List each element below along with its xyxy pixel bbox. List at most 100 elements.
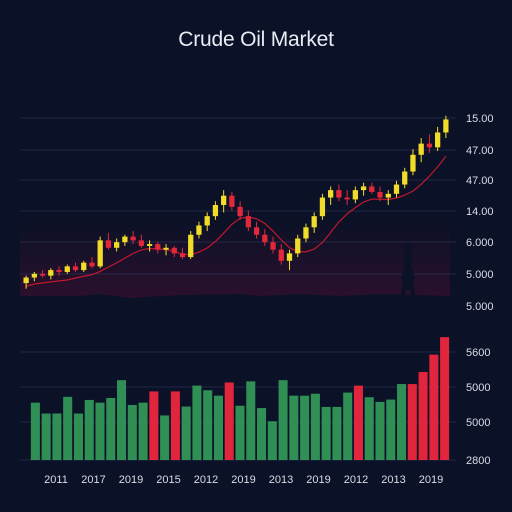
volume-bar bbox=[353, 385, 363, 460]
volume-bar bbox=[30, 402, 40, 460]
volume-bar bbox=[257, 408, 267, 460]
volume-x-axis: 2011 2017 2019 2015 2012 2019 2013 2019 2012 2013… bbox=[44, 474, 443, 486]
chart-title: Crude Oil Market bbox=[178, 28, 334, 51]
candle-body bbox=[319, 197, 326, 217]
candle-body bbox=[48, 270, 54, 276]
candle-body bbox=[155, 244, 161, 250]
candle-body bbox=[31, 273, 37, 278]
candle-body bbox=[245, 216, 251, 228]
candle-body bbox=[212, 205, 219, 217]
volume-bar bbox=[170, 391, 180, 460]
volume-x-tick-label: 2012 bbox=[344, 474, 368, 486]
volume-bar bbox=[289, 395, 299, 460]
candle-body bbox=[278, 249, 284, 261]
volume-bar bbox=[127, 404, 137, 460]
volume-bar bbox=[332, 406, 342, 460]
candle-body bbox=[328, 190, 334, 198]
candle-body bbox=[105, 240, 112, 248]
volume-bar bbox=[375, 401, 385, 460]
volume-bar bbox=[181, 406, 191, 460]
candle-body bbox=[163, 247, 169, 250]
price-y-tick-label: 47.00 bbox=[466, 145, 494, 157]
candle-body bbox=[122, 236, 128, 243]
candle-body bbox=[146, 244, 153, 246]
volume-bars bbox=[30, 337, 450, 460]
volume-x-tick-label: 2011 bbox=[44, 474, 68, 486]
volume-bar bbox=[235, 405, 245, 460]
volume-bar bbox=[160, 415, 170, 460]
price-y-tick-label: 14.00 bbox=[466, 206, 494, 218]
volume-bar bbox=[52, 413, 62, 460]
candle-body bbox=[262, 234, 268, 243]
volume-bar bbox=[117, 380, 127, 460]
volume-bar bbox=[429, 354, 439, 460]
price-y-axis: 15.00 47.00 47.00 14.00 6.000 5.000 5.000 bbox=[466, 113, 494, 313]
candle-body bbox=[393, 184, 400, 194]
candle-body bbox=[369, 186, 375, 192]
candle-body bbox=[360, 186, 367, 191]
volume-bar bbox=[321, 406, 331, 460]
volume-x-tick-label: 2012 bbox=[194, 474, 218, 486]
volume-bar bbox=[386, 399, 396, 460]
volume-y-tick-label: 5000 bbox=[466, 417, 490, 429]
volume-x-tick-label: 2019 bbox=[419, 474, 443, 486]
price-panel-shade bbox=[20, 220, 450, 300]
volume-bar bbox=[84, 399, 94, 460]
candle-body bbox=[72, 266, 79, 271]
city-skyline bbox=[20, 294, 450, 300]
candle-body bbox=[385, 193, 391, 198]
candle-body bbox=[303, 227, 309, 239]
candle-body bbox=[270, 242, 276, 250]
volume-bar bbox=[343, 392, 353, 460]
candle-body bbox=[138, 240, 144, 246]
candle-body bbox=[311, 216, 317, 228]
volume-bar bbox=[246, 381, 256, 460]
candle-body bbox=[64, 266, 70, 272]
price-y-tick-label: 47.00 bbox=[466, 175, 494, 187]
candle-body bbox=[229, 195, 235, 207]
volume-bar bbox=[418, 372, 428, 460]
candle-body bbox=[443, 119, 449, 133]
candle-body bbox=[114, 242, 120, 248]
volume-x-tick-label: 2017 bbox=[81, 474, 105, 486]
volume-bar bbox=[138, 402, 148, 460]
candle-body bbox=[377, 191, 383, 198]
candle-body bbox=[435, 132, 441, 148]
candle-body bbox=[286, 253, 293, 261]
candle-body bbox=[39, 273, 46, 276]
candle-body bbox=[295, 238, 301, 254]
volume-x-tick-label: 2013 bbox=[381, 474, 405, 486]
candle-body bbox=[253, 227, 260, 235]
volume-bar bbox=[73, 413, 83, 460]
volume-x-tick-label: 2015 bbox=[156, 474, 180, 486]
candle-body bbox=[336, 190, 342, 198]
price-y-tick-label: 5.000 bbox=[466, 269, 494, 281]
volume-x-tick-label: 2019 bbox=[306, 474, 330, 486]
candle-body bbox=[171, 247, 177, 254]
volume-bar bbox=[63, 396, 73, 460]
tower-silhouette bbox=[400, 242, 416, 300]
volume-bar bbox=[213, 395, 223, 460]
candle-body bbox=[179, 253, 186, 258]
trend-line bbox=[25, 155, 447, 287]
volume-y-tick-label: 5600 bbox=[466, 347, 490, 359]
volume-bar bbox=[203, 390, 213, 460]
volume-y-tick-label: 5000 bbox=[466, 382, 490, 394]
volume-x-tick-label: 2019 bbox=[231, 474, 255, 486]
volume-bar bbox=[224, 382, 234, 460]
price-candles bbox=[23, 115, 449, 289]
price-y-tick-label: 6.000 bbox=[466, 237, 494, 249]
candle-body bbox=[97, 240, 103, 267]
volume-bar bbox=[278, 380, 288, 460]
volume-bar bbox=[397, 384, 407, 460]
candle-body bbox=[410, 154, 416, 172]
candle-body bbox=[426, 143, 433, 148]
candle-body bbox=[130, 236, 136, 241]
volume-bar bbox=[41, 413, 51, 460]
volume-bar bbox=[364, 397, 374, 460]
volume-bar bbox=[300, 395, 310, 460]
volume-bar bbox=[106, 398, 116, 460]
candle-body bbox=[56, 270, 62, 272]
volume-y-tick-label: 2800 bbox=[466, 455, 490, 467]
